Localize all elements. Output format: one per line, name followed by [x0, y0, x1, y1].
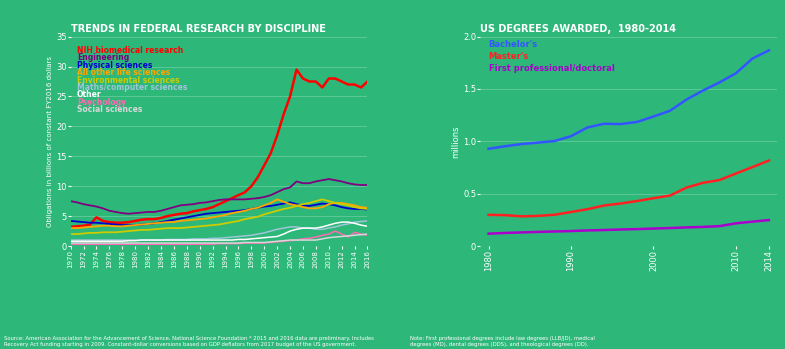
Text: Maths/computer sciences: Maths/computer sciences [77, 83, 188, 92]
Y-axis label: Obligations in billions of constant FY2016 dollars: Obligations in billions of constant FY20… [47, 56, 53, 227]
Text: Note: First professional degrees include law degrees (LLB/JD), medical
degrees (: Note: First professional degrees include… [410, 336, 595, 347]
Text: US DEGREES AWARDED,  1980-2014: US DEGREES AWARDED, 1980-2014 [480, 24, 677, 35]
Text: Physical sciences: Physical sciences [77, 61, 152, 69]
Text: NIH biomedical research: NIH biomedical research [77, 46, 184, 55]
Text: Bachelor's: Bachelor's [488, 40, 538, 49]
Text: Engineering: Engineering [77, 53, 130, 62]
Text: First professional/doctoral: First professional/doctoral [488, 64, 615, 73]
Text: Environmental sciences: Environmental sciences [77, 75, 180, 84]
Text: Master's: Master's [488, 52, 529, 61]
Text: Source: American Association for the Advancement of Science, National Science Fo: Source: American Association for the Adv… [4, 336, 374, 347]
Text: All other life sciences: All other life sciences [77, 68, 170, 77]
Text: Social sciences: Social sciences [77, 105, 143, 114]
Text: Other: Other [77, 90, 102, 99]
Text: Psychology: Psychology [77, 98, 126, 107]
Y-axis label: millions: millions [451, 125, 460, 158]
Text: TRENDS IN FEDERAL RESEARCH BY DISCIPLINE: TRENDS IN FEDERAL RESEARCH BY DISCIPLINE [71, 24, 326, 35]
